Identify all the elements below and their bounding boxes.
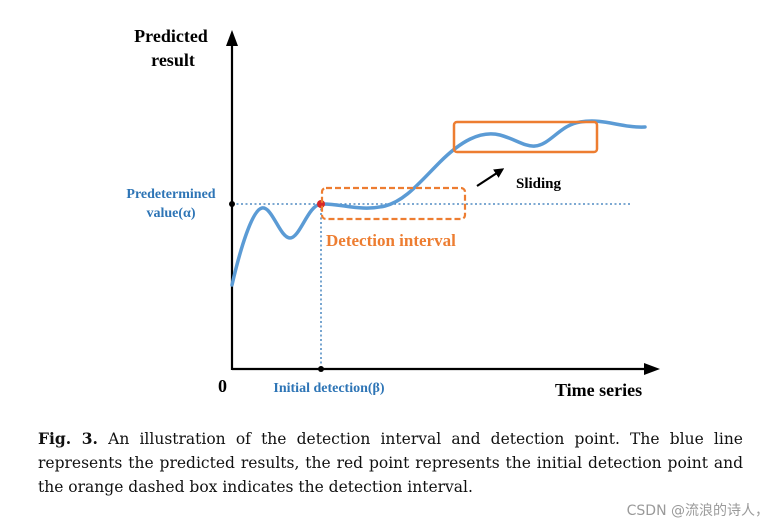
prediction-curve [230,119,647,287]
x-axis-arrow-icon [644,363,660,375]
caption-text: An illustration of the detection interva… [38,430,743,496]
sliding-arrow-icon [476,168,505,187]
y-axis-arrow-icon [226,30,238,46]
origin-label: 0 [218,376,227,396]
sliding-label: Sliding [516,176,562,192]
threshold-axis-marker [229,201,235,207]
detection-interval-box [320,186,467,221]
y-axis-label-line1: Predicted [134,26,208,46]
watermark: CSDN @流浪的诗人， [626,503,769,519]
sliding-window-box [452,120,599,154]
figure-caption: Fig. 3. An illustration of the detection… [38,427,743,499]
threshold-label-line1: Predetermined [126,187,215,202]
initial-detection-label: Initial detection(β) [273,381,385,396]
threshold-label-line2: value(α) [146,206,195,221]
detection-axis-marker [318,366,324,372]
detection-diagram: Predicted result Predetermined value(α) … [126,26,660,400]
x-axis-label: Time series [555,380,642,400]
y-axis-label-line2: result [151,50,195,70]
caption-fig-label: Fig. 3. [38,429,98,448]
detection-interval-label: Detection interval [326,231,456,250]
